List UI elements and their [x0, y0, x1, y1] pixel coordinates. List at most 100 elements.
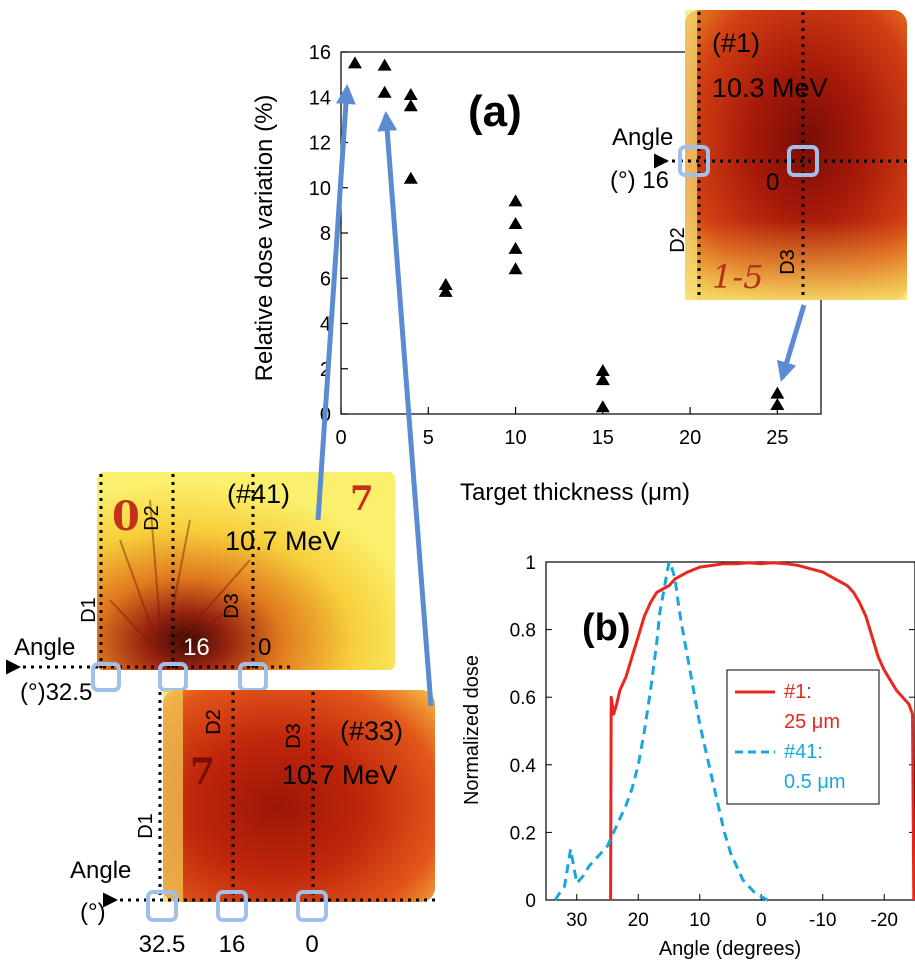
- legend-series-1-line2: 25 μm: [784, 711, 840, 733]
- panel-a-x-tick-label: 25: [766, 427, 788, 449]
- film-1-title-line1: (#1): [712, 28, 760, 58]
- film-41-title-line2: 10.7 MeV: [225, 526, 341, 556]
- panel-a-x-tick-label: 5: [423, 427, 434, 449]
- film-41-scribble-b: 7: [350, 479, 374, 519]
- film-41-title-line1: (#41): [227, 479, 290, 509]
- panel-a-data-point-10: [508, 241, 523, 254]
- panel-a-y-tick-label: 8: [320, 223, 331, 245]
- film-33-title-line1: (#33): [340, 716, 403, 746]
- panel-a-ticks: 0 5 10 15 20 25 0 2 4 6 8 10 12 14 16: [309, 42, 789, 449]
- panel-b-x-axis-label: Angle (degrees): [659, 938, 801, 960]
- film-41-mid-label: 16: [183, 634, 210, 661]
- film-41-scribble-a: 0: [112, 493, 140, 540]
- film-41-zero-label: 0: [258, 634, 271, 661]
- film-33-left-edge: [163, 690, 183, 902]
- film-1-angle-label-1: Angle: [612, 124, 673, 151]
- film-41-angle-label-1: Angle: [14, 634, 75, 661]
- panel-b-x-tick-label: 10: [689, 910, 710, 931]
- panel-a-y-tick-label: 10: [309, 178, 331, 200]
- film-33-box-0: [296, 890, 328, 922]
- film-33-angle-label-1: Angle: [70, 857, 131, 884]
- panel-a-y-tick-label: 6: [320, 268, 331, 290]
- panel-a-data-point-2: [377, 85, 392, 98]
- film-1-left-edge: [685, 10, 697, 300]
- panel-a-data-point-6: [438, 278, 453, 291]
- panel-b-lines: [553, 560, 915, 902]
- panel-a-data-point-11: [508, 262, 523, 275]
- film-41-d1-label: D1: [78, 597, 100, 623]
- film-41-streaks: [109, 499, 251, 653]
- panel-a-scatter-chart: 0 5 10 15 20 25 0 2 4 6 8 10 12 14 16 (a) Target thick…: [251, 42, 822, 506]
- film-33-box-16: [216, 890, 248, 922]
- panel-b-series-line-2: [553, 560, 774, 902]
- panel-b-y-tick-label: 0.4: [510, 756, 537, 777]
- panel-b-y-tick-label: 0.2: [510, 823, 536, 844]
- panel-b-legend: #1: 25 μm #41: 0.5 μm: [726, 669, 880, 805]
- film-1-box-0: [787, 145, 819, 177]
- panel-b-y-tick-label: 0.6: [510, 688, 536, 709]
- panel-a-x-tick-label: 20: [679, 427, 701, 449]
- film-1-title-line2: 10.3 MeV: [712, 73, 828, 103]
- film-image-33: 7 (#33) 10.7 MeV D1 D2 D3 Angle (°) 32.5…: [70, 690, 435, 958]
- film-1-d3-label: D3: [777, 249, 799, 275]
- film-33-bottom-label-0: 0: [305, 931, 318, 958]
- panel-b-x-tick-label: 30: [566, 910, 587, 931]
- film-1-box-16: [678, 145, 710, 177]
- panel-b-x-tick-label: -20: [871, 910, 898, 931]
- film-1-zero-label: 0: [766, 169, 779, 196]
- panel-a-y-tick-label: 14: [309, 87, 331, 109]
- film-41-d3-label: D3: [221, 593, 243, 619]
- film-33-box-32-5: [146, 890, 178, 922]
- arrow-film1-to-point: [777, 304, 807, 382]
- arrow-film33-to-point: [377, 111, 434, 707]
- connector-arrows: [315, 84, 807, 707]
- panel-a-data-point-7: [438, 284, 453, 297]
- panel-a-x-tick-label: 15: [592, 427, 614, 449]
- film-image-1: 1-5 (#1) 10.3 MeV Angle (°) 16 0 D2 D3: [610, 10, 907, 300]
- film-41-angle-label-2: (°)32.5: [20, 679, 92, 706]
- film-33-title-line2: 10.7 MeV: [282, 760, 398, 790]
- legend-series-2-line2: 0.5 μm: [784, 771, 846, 793]
- film-33-d2-label: D2: [203, 709, 225, 735]
- panel-b-label: (b): [582, 607, 631, 649]
- panel-a-x-tick-label: 10: [504, 427, 526, 449]
- film-33-angle-label-2: (°): [80, 899, 106, 926]
- panel-a-y-tick-label: 12: [309, 133, 331, 155]
- panel-a-data-point-13: [595, 373, 610, 386]
- film-41-d2-label: D2: [141, 505, 163, 531]
- panel-a-data-point-9: [508, 216, 523, 229]
- legend-series-1-line1: #1:: [784, 681, 812, 703]
- film-1-sheet-edge: [685, 220, 907, 300]
- panel-a-data-point-16: [770, 397, 785, 410]
- film-image-41: 0 7 (#41) 10.7 MeV D1 D2 D3 Angle (°)32.…: [5, 472, 395, 706]
- panel-b-y-axis-label: Normalized dose: [461, 655, 483, 805]
- panel-a-data-point-1: [377, 58, 392, 71]
- panel-b-x-tick-label: 20: [628, 910, 649, 931]
- film-33-bottom-label-32-5: 32.5: [139, 931, 186, 958]
- film-33-sheet: [163, 690, 435, 902]
- panel-b-line-chart: 30 20 10 0 -10 -20 0 0.2 0.4 0.6 0.8 1 (b) #1: 25 μ…: [461, 553, 915, 960]
- panel-a-data-point-14: [595, 400, 610, 413]
- panel-a-data-point-4: [403, 99, 418, 112]
- panel-a-data-point-15: [770, 386, 785, 399]
- panel-a-markers: [347, 56, 785, 413]
- panel-a-x-axis-label: Target thickness (μm): [460, 479, 690, 506]
- film-1-d2-label: D2: [667, 227, 689, 253]
- panel-a-data-point-5: [403, 171, 418, 184]
- panel-a-y-tick-label: 4: [320, 314, 331, 336]
- film-33-bottom-label-16: 16: [219, 931, 246, 958]
- panel-a-x-tick-label: 0: [335, 427, 346, 449]
- panel-a-y-tick-label: 16: [309, 42, 331, 64]
- panel-a-y-tick-label: 2: [320, 359, 331, 381]
- panel-b-y-tick-label: 0.8: [510, 621, 536, 642]
- panel-b-series-line-1: [609, 561, 915, 901]
- panel-a-label: (a): [468, 87, 522, 136]
- panel-b-y-tick-label: 1: [525, 553, 536, 574]
- film-1-scribble: 1-5: [712, 258, 764, 296]
- panel-a-data-point-8: [508, 194, 523, 207]
- panel-a-data-point-3: [403, 87, 418, 100]
- legend-series-2-line1: #41:: [784, 741, 823, 763]
- panel-b-x-tick-label: -10: [809, 910, 836, 931]
- panel-a-data-point-12: [595, 364, 610, 377]
